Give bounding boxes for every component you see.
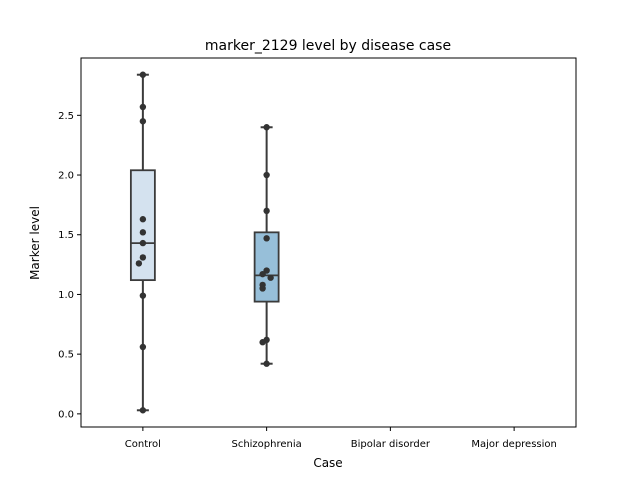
x-tick-label: Bipolar disorder	[351, 439, 431, 450]
data-point	[139, 407, 147, 414]
y-tick-label: 0.0	[58, 409, 74, 420]
data-point	[267, 274, 274, 281]
data-point	[263, 235, 270, 242]
y-tick-label: 0.5	[58, 350, 74, 361]
x-axis-label: Case	[313, 456, 342, 470]
box	[253, 231, 280, 303]
data-point	[139, 239, 147, 247]
data-point	[263, 360, 270, 367]
y-tick-label: 1.0	[58, 290, 74, 301]
y-axis-label: Marker level	[28, 206, 42, 280]
data-point	[139, 229, 147, 236]
box	[129, 169, 156, 282]
data-point	[139, 254, 147, 261]
chart-title: marker_2129 level by disease case	[205, 38, 451, 54]
axes: 0.0 0.5 1.0 1.5 2.0 2.5 Control Schizophrenia Bi…	[58, 57, 577, 450]
data-point	[135, 260, 143, 267]
plot-frame	[80, 57, 577, 428]
data-point	[263, 207, 270, 215]
data-point	[263, 124, 270, 131]
x-tick-label: Major depression	[471, 439, 557, 450]
plot-area	[129, 71, 280, 414]
y-tick-label: 2.5	[58, 111, 74, 122]
data-point	[139, 71, 147, 78]
data-point	[263, 171, 270, 179]
data-point	[139, 103, 147, 111]
x-tick-label: Control	[125, 439, 161, 450]
data-point	[259, 339, 266, 346]
data-point	[139, 216, 147, 223]
box-group-schizophrenia	[253, 124, 280, 367]
data-point	[139, 343, 147, 351]
data-point	[259, 285, 266, 292]
y-tick-label: 1.5	[58, 230, 74, 241]
x-tick-label: Schizophrenia	[231, 439, 301, 450]
data-point	[139, 118, 147, 125]
y-tick-label: 2.0	[58, 171, 74, 182]
data-point	[139, 292, 147, 299]
box-group-control	[129, 71, 156, 414]
data-point	[259, 270, 266, 278]
